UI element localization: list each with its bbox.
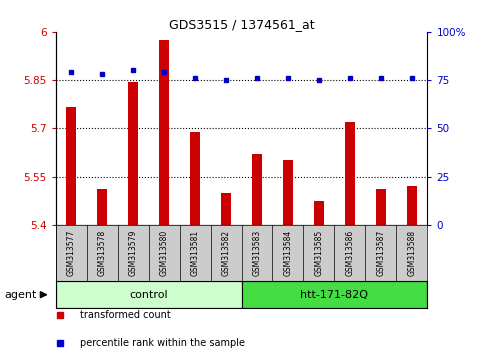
Bar <box>376 189 386 225</box>
Bar <box>128 82 139 225</box>
Text: GSM313587: GSM313587 <box>376 230 385 276</box>
Bar <box>221 193 231 225</box>
Text: GSM313581: GSM313581 <box>190 230 199 276</box>
Text: GSM313586: GSM313586 <box>345 230 355 276</box>
Bar <box>283 160 293 225</box>
Text: GDS3515 / 1374561_at: GDS3515 / 1374561_at <box>169 18 314 31</box>
Text: GSM313588: GSM313588 <box>408 230 416 276</box>
Bar <box>190 132 200 225</box>
Bar <box>313 201 325 225</box>
Bar <box>66 107 76 225</box>
Bar <box>97 189 107 225</box>
Text: GSM313585: GSM313585 <box>314 230 324 276</box>
Text: GSM313578: GSM313578 <box>98 230 107 276</box>
Text: htt-171-82Q: htt-171-82Q <box>300 290 369 300</box>
Bar <box>344 122 355 225</box>
Text: agent: agent <box>5 290 37 300</box>
Bar <box>158 40 170 225</box>
Text: transformed count: transformed count <box>80 310 170 320</box>
Text: GSM313577: GSM313577 <box>67 230 75 276</box>
Bar <box>252 154 262 225</box>
Text: percentile rank within the sample: percentile rank within the sample <box>80 338 245 348</box>
Text: GSM313580: GSM313580 <box>159 230 169 276</box>
Text: GSM313584: GSM313584 <box>284 230 293 276</box>
Text: GSM313579: GSM313579 <box>128 230 138 276</box>
Text: control: control <box>129 290 168 300</box>
Bar <box>242 281 427 308</box>
Text: GSM313583: GSM313583 <box>253 230 261 276</box>
Bar <box>56 281 242 308</box>
Bar <box>407 186 417 225</box>
Text: GSM313582: GSM313582 <box>222 230 230 276</box>
